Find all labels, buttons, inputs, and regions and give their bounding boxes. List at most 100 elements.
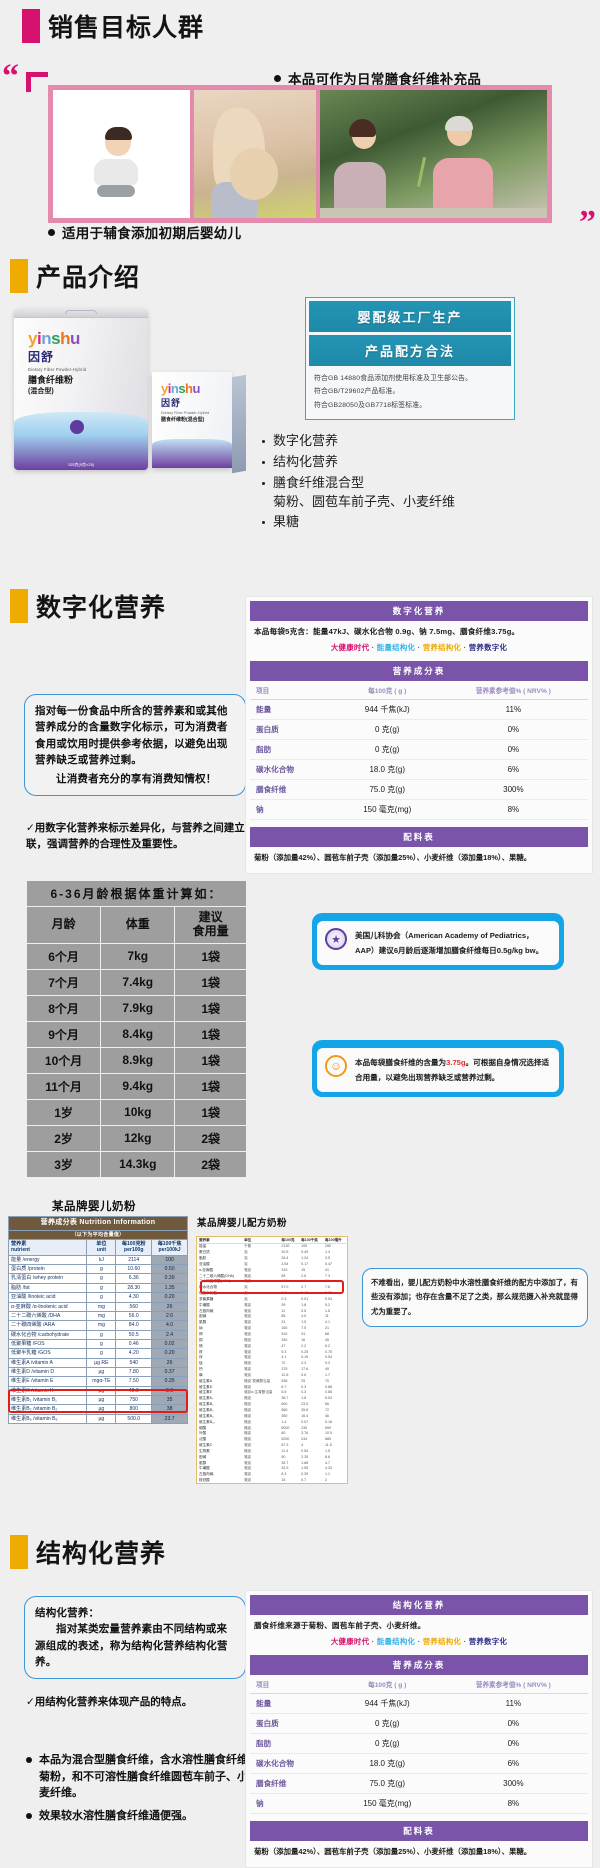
brand-label-right: 某品牌婴儿配方奶粉 — [197, 1219, 288, 1229]
cell-nutrient: 铜 — [199, 1337, 203, 1342]
slogan-part: 营养数字化 — [468, 643, 508, 652]
cell-value: 35.7 — [281, 1460, 289, 1465]
dose-recommendation-card: ☺ 本品每袋膳食纤维的含量为3.75g。可根据自身情况选择适合用量，以避免出现营… — [312, 1040, 564, 1098]
section-header-structured-nutrition: 结构化营养 — [10, 1534, 166, 1570]
cell-nutrient: 蛋白质 /protein — [7, 1264, 88, 1275]
cell-value: 15 — [301, 1267, 306, 1272]
cell-per100kj: 26 — [151, 1301, 188, 1312]
cell-nutrient: 左旋肉碱 — [199, 1472, 214, 1477]
cell-value: 微克 — [244, 1396, 252, 1401]
cell-per100kj: 0.50 — [151, 1264, 188, 1275]
table-row: 能量 944 千焦(kJ) 11% — [250, 1693, 588, 1714]
slogan-part: 能量结构化 — [376, 643, 416, 652]
cell-value: 46 — [325, 1413, 329, 1418]
cell-per100g: 800 — [115, 1404, 153, 1415]
cell-value: 4.33 — [325, 1466, 332, 1471]
cell-value: 350 — [281, 1413, 288, 1418]
cell-unit: kJ — [86, 1254, 117, 1266]
cell-value: 16.4 — [301, 1413, 309, 1418]
cell-value: 2130 — [281, 1244, 290, 1249]
cell-per100g: 7.50 — [115, 1376, 153, 1387]
audience-bullet-bottom: 适用于辅食添加初期后婴幼儿 — [48, 222, 241, 242]
brand-right-nutrition-table: 营养素 单位 每100克 每100千焦 每100毫升 能量 千焦 2130 100 28… — [196, 1236, 348, 1485]
panel-slogan: 大健康时代 · 能量结构化 · 营养结构化 · 营养数字化 — [246, 640, 592, 657]
nutrition-facts-table: 项目 每100克 ( g ) 营养素参考值% ( NRV% ) 能量 944 千焦… — [250, 681, 588, 820]
right-col-nutrient: 营养素 — [196, 1236, 243, 1244]
cell-value: 0.7 — [301, 1478, 307, 1483]
cell-value: 微克 — [244, 1419, 252, 1424]
cell-value: 26.4 — [281, 1256, 289, 1261]
cell-value: 87.3 — [281, 1443, 289, 1448]
cell-value: 微克 — [244, 1402, 252, 1407]
cell-value: 1.55 — [301, 1466, 309, 1471]
table-row: 生物素 微克 11.4 0.54 1.5 — [197, 1448, 348, 1454]
cell-nutrient: 碳水化合物 /carbohydrate — [7, 1329, 88, 1340]
cell-unit: g — [86, 1329, 117, 1340]
table-row: 锌 毫克 4.1 0.19 0.54 — [197, 1355, 348, 1361]
cell-value: 毫克 — [244, 1472, 252, 1477]
cell-value: 17.6 — [301, 1367, 309, 1372]
cell-unit: µg RE — [86, 1357, 117, 1369]
cell-nutrient: 能量 /energy — [7, 1254, 88, 1266]
cell-value: 微克 — [244, 1407, 252, 1412]
cell-value: 0.04 — [325, 1296, 332, 1301]
cell-nutrient: 二十二碳六烯酸(DHA) — [199, 1273, 235, 1278]
feature-text: 数字化营养 — [273, 433, 339, 448]
cell-value: 0.19 — [301, 1355, 309, 1360]
col-per100g: 每100克 ( g ) — [335, 1675, 439, 1694]
cell-dose: 1袋 — [174, 1020, 247, 1048]
cell-value: 毫克 — [244, 1466, 252, 1471]
table-row: 左旋肉碱 毫克 11 0.5 1.5 — [197, 1308, 348, 1314]
brand-left-nutrition-table: 营养成分表 Nutrition Information （以下为平均含量值） 营… — [7, 1216, 188, 1425]
cell-unit: mgα-TE — [86, 1376, 117, 1387]
cell-nrv: 0% — [438, 1733, 588, 1754]
table-row: 蛋白质 克 10.5 0.49 1.4 — [197, 1250, 348, 1256]
cell-value: 70 — [325, 1378, 329, 1383]
cell-value: 1.7 — [325, 1372, 330, 1377]
cell-value: 0.07 — [301, 1419, 309, 1424]
table-row: 蛋白质 0 克(g) 0% — [250, 1713, 588, 1734]
cell-value: 39 — [281, 1302, 286, 1307]
cell-age: 7个月 — [25, 968, 102, 996]
structured-definition-title: 结构化营养： — [35, 1607, 100, 1619]
smiley-face-icon: ☺ — [325, 1055, 347, 1077]
cell-value: 2.6 — [301, 1273, 307, 1278]
cell-value: 3.3 — [301, 1361, 307, 1366]
cell-nrv: 8% — [438, 799, 588, 820]
cell-nutrient: 叶酸 — [199, 1431, 207, 1436]
cell-value: 1.4 — [281, 1419, 287, 1424]
product-can-image: yinshu 因舒 Dietary Fiber Powder-Hybrid 膳食… — [14, 308, 148, 470]
cell-value: 6.6 — [325, 1454, 330, 1459]
cell-value: 49 — [325, 1367, 329, 1372]
table-row: 8个月 7.9kg 1袋 — [25, 994, 247, 1022]
compliance-line-3: 符合GB28050及GB7718标签标准。 — [314, 401, 427, 409]
cell-weight: 12kg — [100, 1124, 176, 1152]
cell-per100kj: 2.4 — [151, 1329, 188, 1340]
cell-unit: µg — [86, 1367, 117, 1378]
table-row: 脂肪 0 克(g) 0% — [250, 1733, 588, 1754]
section-header-product-intro: 产品介绍 — [10, 258, 140, 294]
table-row: 胆碱 毫克 85 4.0 11 — [197, 1314, 348, 1320]
cell-value: 毫克 — [244, 1332, 252, 1336]
cell-nutrient: α-亚麻酸 /α-linolenic acid — [7, 1301, 88, 1312]
brand-label-left: 某品牌婴儿奶粉 — [52, 1201, 136, 1213]
cell-nutrient: 核苷酸 — [199, 1478, 210, 1483]
section-accent-bar — [10, 1535, 28, 1569]
cell-value: 685 — [325, 1437, 331, 1442]
box-logo-cn: 因舒 — [161, 398, 182, 408]
aap-text: 美国儿科协会（American Academy of Pediatrics，AA… — [355, 931, 544, 956]
cell-dose: 2袋 — [174, 1124, 247, 1152]
cell-value: 毫克 — [244, 1454, 252, 1459]
cell-per100g: 10.60 — [115, 1264, 153, 1275]
table-row: 碳水化合物 克 57.0 2.7 7.6 — [197, 1285, 348, 1291]
cell-value: 47 — [281, 1343, 286, 1348]
cell-nutrient: 膳食纤维 — [250, 779, 336, 800]
cell-nutrient: 乳清蛋白 /whey protein — [7, 1273, 88, 1284]
cell-nutrient: 维生素B₂ /vitamin B₂ — [7, 1404, 88, 1415]
cell-value: 0.54 — [325, 1355, 332, 1360]
cell-nutrient: 钠 — [250, 799, 336, 820]
nutrition-facts-table: 项目 每100克 ( g ) 营养素参考值% ( NRV% ) 能量 944 千焦… — [250, 1675, 588, 1814]
cell-per100g: 750 — [115, 1395, 153, 1406]
panel-title: 结构化营养 — [250, 1595, 588, 1615]
cell-weight: 7.9kg — [100, 994, 176, 1022]
